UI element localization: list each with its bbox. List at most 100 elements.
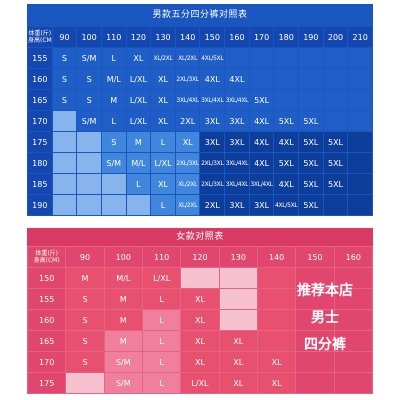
men-weight-header: 170	[249, 27, 274, 47]
men-size-cell: 3XL/4XL	[175, 90, 200, 110]
men-size-cell: L/XL	[151, 153, 175, 173]
men-table-row: 160 S S M/L L/XL XL 2XL/3XL 4XL 4XL	[28, 69, 372, 89]
men-height-label: 190	[28, 195, 52, 215]
women-chart-title: 女款对照表	[27, 228, 373, 246]
women-size-cell: XL	[257, 373, 296, 393]
men-size-cell: 3XL	[249, 195, 274, 215]
men-size-cell: 2XL/3XL	[175, 153, 200, 173]
women-height-label: 155	[28, 289, 66, 309]
men-size-cell: XL/2XL	[175, 48, 200, 68]
men-table-row: 175 S M L XL 3XL 3XL 4XL 4XL 5XL 5XL	[28, 132, 372, 152]
men-size-cell	[348, 132, 372, 152]
men-size-cell: 3XL	[225, 132, 249, 152]
men-table-row: 165 S S M L/XL XL 3XL/4XL 3XL/4XL 3XL/4XL 5XL	[28, 90, 372, 110]
men-size-cell	[274, 48, 299, 68]
women-table-row: 170 S S/M L XL XL XL	[28, 352, 372, 372]
women-size-cell	[334, 268, 372, 288]
women-size-cell	[66, 373, 104, 393]
women-size-cell	[257, 331, 296, 351]
men-size-cell: 2XL/3XL	[200, 174, 225, 194]
promo-text: 推荐本店 男士 四分裤	[277, 278, 373, 359]
men-size-cell	[348, 174, 372, 194]
men-weight-header: 90	[52, 27, 77, 47]
women-size-cell: L	[142, 331, 181, 351]
women-size-cell	[334, 310, 372, 330]
men-size-cell: XL	[151, 111, 175, 131]
men-size-cell: M	[126, 132, 151, 152]
men-table-row: 180 S/M M/L L/XL 2XL/3XL 2XL/3XL 3XL/4XL 4XL 5XL…	[28, 153, 372, 173]
women-size-cell: L	[142, 373, 181, 393]
men-size-cell: 5XL	[323, 174, 348, 194]
men-size-cell	[77, 153, 101, 173]
men-weight-header: 150	[200, 27, 225, 47]
women-size-cell	[257, 289, 296, 309]
men-size-cell: XL	[151, 174, 175, 194]
women-size-cell: L/XL	[142, 268, 181, 288]
women-size-cell	[334, 352, 372, 372]
women-size-cell: L/XL	[181, 373, 219, 393]
women-size-cell	[296, 331, 334, 351]
men-size-cell: XL	[151, 69, 175, 89]
women-size-cell: S/M	[104, 373, 142, 393]
men-size-cell	[52, 195, 77, 215]
women-table-row: 155 S M L XL	[28, 289, 372, 309]
women-height-label: 175	[28, 373, 66, 393]
men-size-cell: 4XL/5XL	[274, 195, 299, 215]
men-size-cell	[52, 153, 77, 173]
men-size-cell	[249, 69, 274, 89]
women-size-cell: XL	[219, 373, 257, 393]
women-table-row: 160 S M L XL	[28, 310, 372, 330]
men-weight-header: 120	[126, 27, 151, 47]
men-size-cell	[348, 153, 372, 173]
men-size-cell: 3XL/4XL	[225, 153, 249, 173]
men-size-cell	[77, 132, 101, 152]
women-weight-header: 110	[142, 247, 181, 267]
men-size-cell: 4XL	[200, 69, 225, 89]
men-size-table: 体重(斤) 身高(CM) 90 100 110 120 130 140 150 160 170 180…	[27, 26, 373, 216]
women-weight-header: 130	[219, 247, 257, 267]
women-size-cell: M	[104, 310, 142, 330]
women-table-row: 175 S/M L L/XL XL XL	[28, 373, 372, 393]
men-size-cell: S	[52, 90, 77, 110]
men-size-cell: 3XL/4XL	[200, 90, 225, 110]
men-size-cell: XL	[175, 132, 200, 152]
men-size-cell: S/M	[77, 111, 101, 131]
men-size-cell: 4XL	[225, 69, 249, 89]
men-size-cell: 3XL/4XL	[225, 90, 249, 110]
women-size-cell: XL	[219, 352, 257, 372]
men-size-cell	[299, 69, 323, 89]
men-size-cell: 5XL	[299, 132, 323, 152]
women-size-cell	[296, 289, 334, 309]
women-size-cell	[219, 268, 257, 288]
men-size-cell	[348, 195, 372, 215]
men-size-cell	[274, 69, 299, 89]
men-size-cell: S	[52, 48, 77, 68]
women-size-cell	[334, 289, 372, 309]
women-size-cell: L	[142, 352, 181, 372]
women-weight-header: 100	[104, 247, 142, 267]
women-size-cell: S	[66, 331, 104, 351]
men-size-cell: S	[101, 132, 126, 152]
men-table-row: 155 S S/M L XL XL/2XL XL/2XL 4XL/5XL	[28, 48, 372, 68]
men-size-cell	[52, 111, 77, 131]
women-height-label: 160	[28, 310, 66, 330]
men-height-label: 160	[28, 69, 52, 89]
women-size-cell: S	[66, 352, 104, 372]
men-weight-header: 190	[299, 27, 323, 47]
men-size-cell: 3XL	[225, 111, 249, 131]
men-size-cell: L	[126, 174, 151, 194]
men-size-cell: 2XL/3XL	[175, 69, 200, 89]
women-size-cell: XL	[181, 289, 219, 309]
men-size-cell: 5XL	[299, 195, 323, 215]
promo-line-2: 男士	[311, 310, 339, 326]
women-size-cell	[257, 268, 296, 288]
men-size-cell: S	[52, 69, 77, 89]
men-size-cell: 4XL	[249, 132, 274, 152]
men-size-cell	[52, 132, 77, 152]
men-size-chart: 男款五分四分裤对照表 体重(斤) 身高(CM) 90 100 110 120 130 140 1…	[27, 4, 373, 216]
men-table-row: 190 L XL/2XL 2XL 3XL 3XL 4XL/5XL 5XL	[28, 195, 372, 215]
women-height-label: 170	[28, 352, 66, 372]
women-size-cell: S/M	[104, 352, 142, 372]
men-corner-cell: 体重(斤) 身高(CM)	[28, 27, 52, 47]
men-size-cell	[77, 195, 101, 215]
